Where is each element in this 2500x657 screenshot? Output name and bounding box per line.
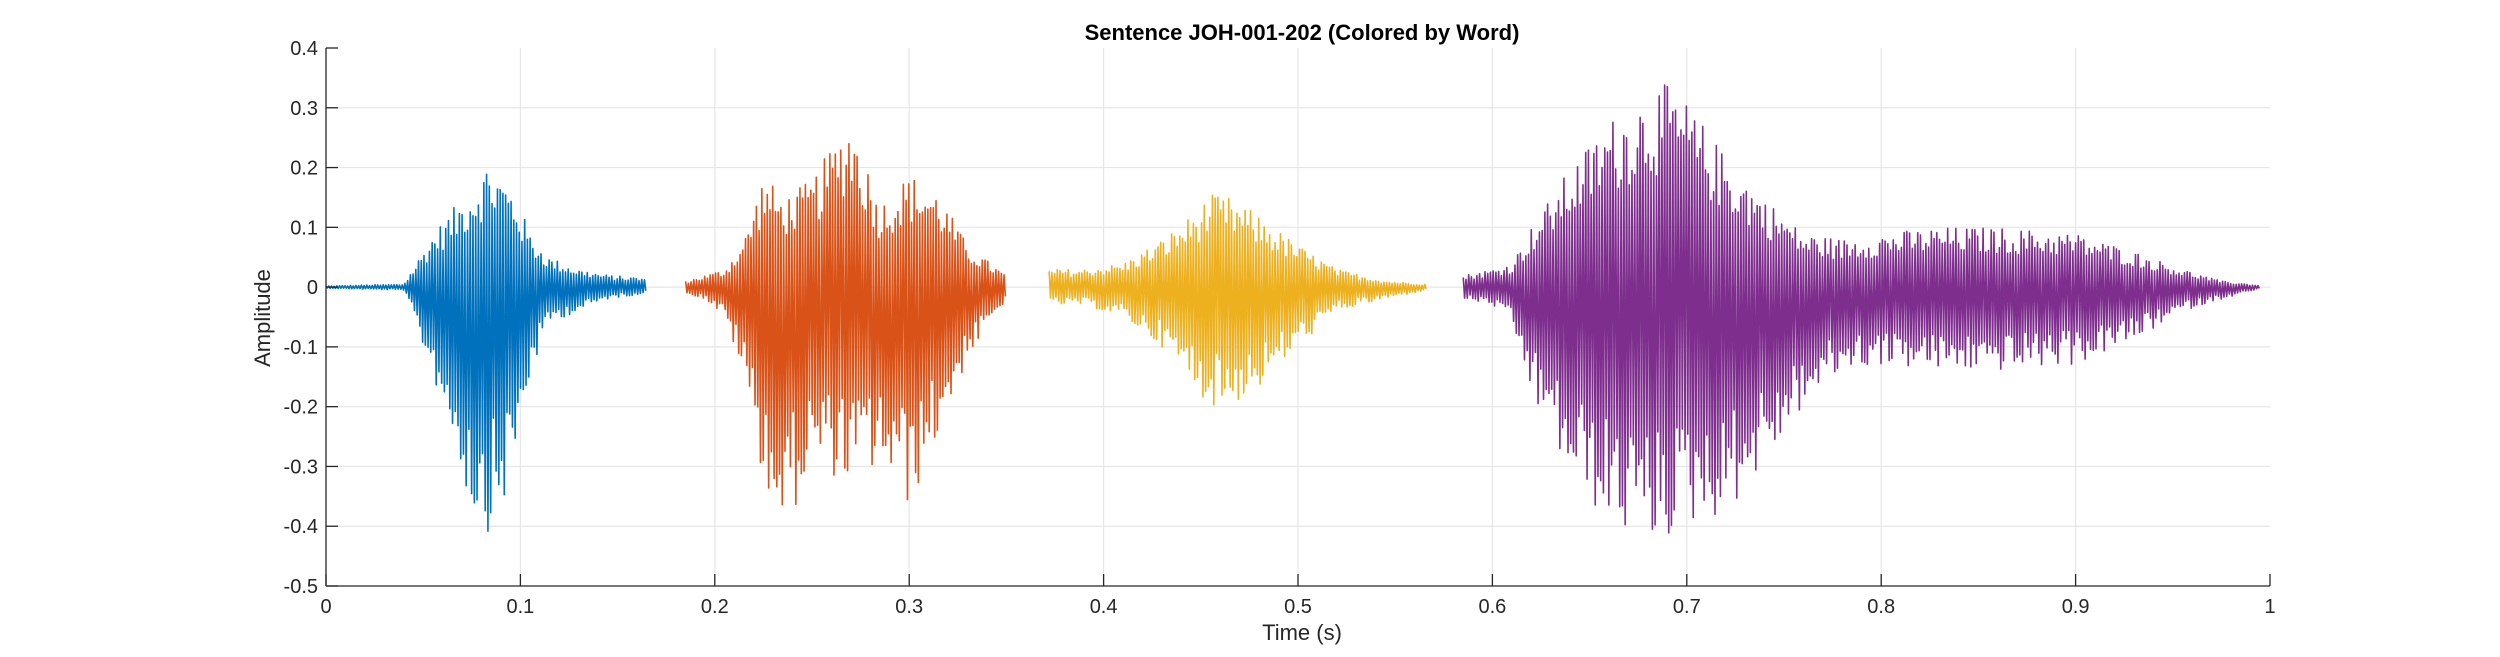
y-axis-label: Amplitude	[250, 269, 275, 367]
y-tick-label: 0	[307, 277, 318, 299]
waveform-series-1	[325, 173, 647, 532]
x-tick-label: 0.8	[1867, 596, 1895, 618]
x-axis-label: Time (s)	[1262, 620, 1342, 645]
x-tick-label: 0.5	[1284, 596, 1312, 618]
y-tick-label: -0.5	[284, 576, 318, 598]
y-tick-label: -0.4	[284, 516, 318, 538]
x-tick-label: 0.3	[895, 596, 923, 618]
y-tick-label: 0.1	[290, 217, 318, 239]
y-tick-label: 0.4	[290, 38, 318, 60]
y-axis-ticks: -0.5 -0.4 -0.3 -0.2 -0.1 0 0.1 0.2 0.3 0.4	[284, 38, 338, 598]
x-tick-label: 0	[320, 596, 331, 618]
chart-title: Sentence JOH-001-202 (Colored by Word)	[1085, 20, 1520, 45]
x-tick-label: 0.9	[2062, 596, 2090, 618]
x-tick-label: 1	[2264, 596, 2275, 618]
waveform-series-2	[684, 142, 1007, 506]
x-axis-ticks: 0 0.1 0.2 0.3 0.4 0.5 0.6 0.7 0.8 0.9 1	[320, 574, 2276, 618]
y-tick-label: 0.3	[290, 98, 318, 120]
x-tick-label: 0.4	[1090, 596, 1118, 618]
y-tick-label: -0.1	[284, 337, 318, 359]
series-layer	[325, 84, 2261, 534]
waveform-series-3	[1048, 194, 1427, 406]
waveform-series-4	[1462, 84, 2261, 534]
x-tick-label: 0.7	[1673, 596, 1701, 618]
x-tick-label: 0.1	[506, 596, 534, 618]
x-tick-label: 0.6	[1478, 596, 1506, 618]
y-tick-label: -0.3	[284, 456, 318, 478]
y-tick-label: -0.2	[284, 397, 318, 419]
x-tick-label: 0.2	[701, 596, 729, 618]
y-tick-label: 0.2	[290, 158, 318, 180]
